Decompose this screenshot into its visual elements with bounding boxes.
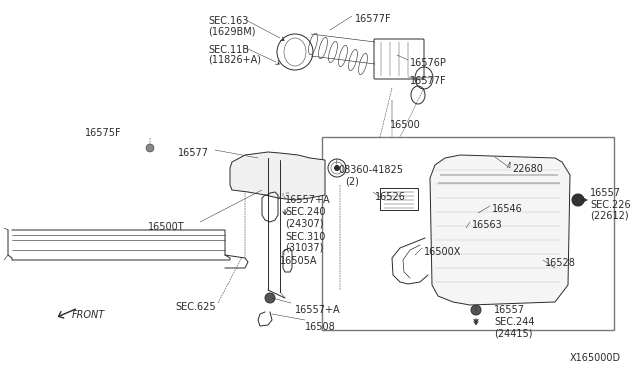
Text: SEC.226: SEC.226	[590, 200, 630, 210]
Text: 16508: 16508	[305, 322, 336, 332]
Circle shape	[277, 188, 287, 198]
Text: 16526: 16526	[375, 192, 406, 202]
Text: 16575F: 16575F	[85, 128, 122, 138]
Circle shape	[506, 164, 514, 172]
Text: (22612): (22612)	[590, 211, 628, 221]
Text: 16557: 16557	[590, 188, 621, 198]
Polygon shape	[230, 152, 325, 200]
Text: 16577F: 16577F	[410, 76, 447, 86]
Text: SEC.625: SEC.625	[175, 302, 216, 312]
Text: 16500X: 16500X	[424, 247, 461, 257]
Text: 16576P: 16576P	[410, 58, 447, 68]
Bar	[322, 137, 614, 330]
Text: (2): (2)	[345, 176, 359, 186]
Text: SEC.11B: SEC.11B	[208, 45, 249, 55]
Text: X165000D: X165000D	[570, 353, 621, 363]
Circle shape	[471, 305, 481, 315]
Text: SEC.310: SEC.310	[285, 232, 325, 242]
Text: SEC.244: SEC.244	[494, 317, 534, 327]
Text: 16528: 16528	[545, 258, 576, 268]
Text: 16500: 16500	[390, 120, 420, 130]
Circle shape	[572, 194, 584, 206]
Circle shape	[146, 144, 154, 152]
Text: 16577: 16577	[178, 148, 209, 158]
Text: 16557: 16557	[494, 305, 525, 315]
Text: 16577F: 16577F	[355, 14, 392, 24]
Text: 08360-41825: 08360-41825	[338, 165, 403, 175]
Text: 16557+A: 16557+A	[285, 195, 331, 205]
Text: (1629BM): (1629BM)	[208, 26, 255, 36]
Text: FRONT: FRONT	[72, 310, 105, 320]
Text: 16505A: 16505A	[280, 256, 317, 266]
Text: SEC.163: SEC.163	[208, 16, 248, 26]
Text: 16546: 16546	[492, 204, 523, 214]
Text: (31037): (31037)	[285, 243, 323, 253]
Polygon shape	[430, 155, 570, 305]
Text: (11826+A): (11826+A)	[208, 55, 261, 65]
Text: 16500T: 16500T	[148, 222, 184, 232]
Text: SEC.240: SEC.240	[285, 207, 326, 217]
Circle shape	[265, 293, 275, 303]
Text: 16563: 16563	[472, 220, 503, 230]
Text: 16557+A: 16557+A	[295, 305, 340, 315]
Circle shape	[334, 165, 340, 171]
Text: (24415): (24415)	[494, 328, 532, 338]
Text: 22680: 22680	[512, 164, 543, 174]
Bar	[380, 188, 418, 210]
Text: (24307): (24307)	[285, 218, 323, 228]
